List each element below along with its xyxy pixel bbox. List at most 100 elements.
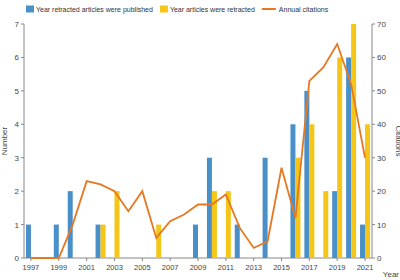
y2-tick-label: 60: [377, 53, 386, 62]
bar: [142, 258, 147, 259]
line: [31, 44, 365, 258]
bar: [193, 225, 198, 258]
y2-tick-label: 50: [377, 87, 386, 96]
y2-axis-line: [372, 24, 373, 258]
bar: [207, 158, 212, 258]
bar: [198, 258, 203, 259]
y-tick: [21, 258, 24, 259]
y2-tick-label: 70: [377, 20, 386, 29]
y2-tick: [372, 90, 375, 91]
x-tick-label: 2013: [245, 263, 262, 272]
x-tick-label: 2007: [162, 263, 179, 272]
bar: [128, 258, 133, 259]
x-tick: [114, 258, 115, 261]
x-tick-label: 1997: [23, 263, 40, 272]
bar: [351, 24, 356, 258]
y-tick: [21, 24, 24, 25]
chart: 0123456701020304050607019971999200120032…: [0, 0, 400, 280]
y2-tick-label: 20: [377, 187, 386, 196]
y-axis-title: Number: [0, 126, 9, 155]
x-tick: [170, 258, 171, 261]
bar: [109, 258, 114, 259]
y-tick: [21, 124, 24, 125]
bar: [170, 258, 175, 259]
y-tick: [21, 57, 24, 58]
bar: [235, 225, 240, 258]
bar: [165, 258, 170, 259]
y-tick: [21, 191, 24, 192]
bar: [221, 258, 226, 259]
y-tick-label: 2: [15, 187, 20, 196]
bar: [318, 258, 323, 259]
bar: [337, 57, 342, 258]
x-tick-label: 2009: [190, 263, 207, 272]
y2-tick: [372, 57, 375, 58]
bar: [184, 258, 189, 259]
y2-axis-title: Citations: [394, 125, 400, 156]
x-tick: [225, 258, 226, 261]
y-tick-label: 1: [15, 221, 20, 230]
x-tick: [142, 258, 143, 261]
bar: [137, 258, 142, 259]
y-tick-label: 0: [15, 254, 20, 263]
legend-label: Year retracted articles were published: [36, 6, 153, 14]
legend-swatch: [26, 6, 34, 13]
y2-tick: [372, 157, 375, 158]
y-tick: [21, 157, 24, 158]
bar: [26, 225, 31, 258]
legend-label: Year articles were retracted: [170, 6, 255, 13]
bar: [323, 191, 328, 258]
bar: [123, 258, 128, 259]
bar: [54, 225, 59, 258]
y2-tick: [372, 191, 375, 192]
bar: [82, 258, 87, 259]
bar: [277, 258, 282, 259]
bar: [346, 57, 351, 258]
y-tick-label: 5: [15, 87, 20, 96]
bar: [101, 225, 106, 258]
bar: [240, 258, 245, 259]
x-tick-label: 2001: [78, 263, 95, 272]
y2-tick: [372, 24, 375, 25]
y-tick-label: 6: [15, 53, 20, 62]
x-tick-label: 2017: [301, 263, 318, 272]
bar: [309, 124, 314, 258]
bar: [179, 258, 184, 259]
bar: [73, 258, 78, 259]
x-tick: [281, 258, 282, 261]
x-axis-title: Year: [383, 270, 400, 279]
bar: [290, 124, 295, 258]
y-tick: [21, 224, 24, 225]
y2-tick: [372, 124, 375, 125]
y2-tick-label: 0: [377, 254, 382, 263]
y2-tick-label: 30: [377, 154, 386, 163]
y-tick-label: 3: [15, 154, 20, 163]
bar: [87, 258, 92, 259]
x-tick: [198, 258, 199, 261]
y2-tick: [372, 224, 375, 225]
x-tick-label: 2005: [134, 263, 151, 272]
x-tick: [309, 258, 310, 261]
bar: [114, 191, 119, 258]
bar: [282, 258, 287, 259]
y-axis-line: [24, 24, 25, 258]
y-tick-label: 4: [15, 120, 20, 129]
x-tick-label: 2011: [218, 263, 234, 272]
y-tick: [21, 90, 24, 91]
bar: [332, 191, 337, 258]
legend-swatch: [160, 6, 168, 13]
bar: [254, 258, 259, 259]
x-tick: [365, 258, 366, 261]
x-tick-label: 2019: [329, 263, 346, 272]
x-tick-label: 2015: [273, 263, 290, 272]
x-tick-label: 1999: [50, 263, 67, 272]
y2-tick-label: 40: [377, 120, 386, 129]
y2-tick: [372, 258, 375, 259]
x-tick-label: 2003: [106, 263, 123, 272]
y2-tick-label: 10: [377, 221, 386, 230]
legend-swatch: [262, 8, 276, 10]
bar: [268, 258, 273, 259]
legend-label: Annual citations: [279, 6, 329, 13]
x-tick: [253, 258, 254, 261]
y-tick-label: 7: [15, 20, 20, 29]
